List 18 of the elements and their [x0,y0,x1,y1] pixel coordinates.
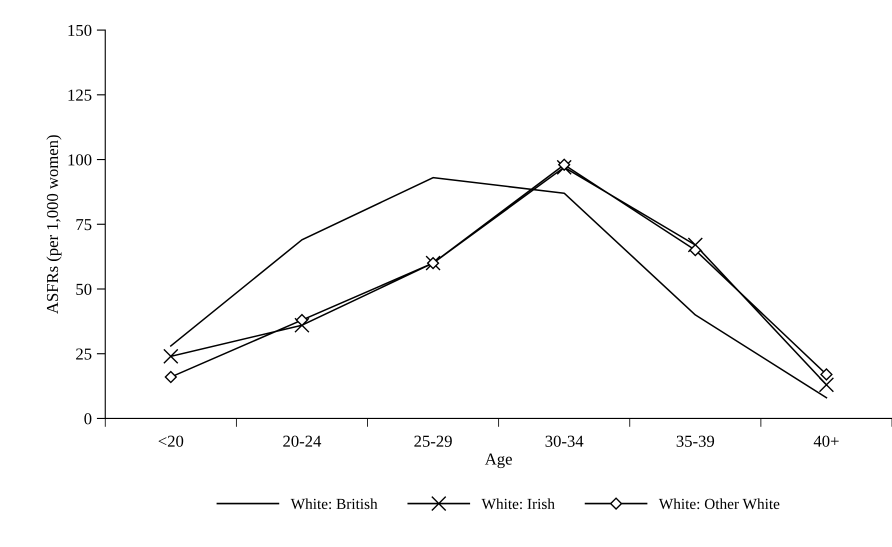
y-tick-label: 125 [68,90,92,101]
x-tick-label: 20-24 [283,436,322,447]
legend-label: White: Irish [482,498,555,510]
y-tick-label: 0 [84,413,92,424]
legend-label: White: British [290,498,378,510]
x-tick-label: 40+ [814,436,839,447]
y-tick-label: 150 [68,24,92,36]
y-tick-label: 25 [76,348,92,360]
y-tick-label: 50 [76,284,92,295]
y-tick-label: 100 [68,154,92,166]
x-tick-label: 30-34 [546,436,584,447]
x-axis-title: Age [484,454,512,468]
y-axis-title: ASFRs (per 1,000 women) [46,135,62,314]
x-tick-label: 35-39 [676,436,714,447]
x-tick-label: 25-29 [414,436,452,447]
legend-label: White: Other White [658,498,780,510]
x-tick-label: <20 [158,436,184,447]
y-tick-label: 75 [76,219,92,230]
